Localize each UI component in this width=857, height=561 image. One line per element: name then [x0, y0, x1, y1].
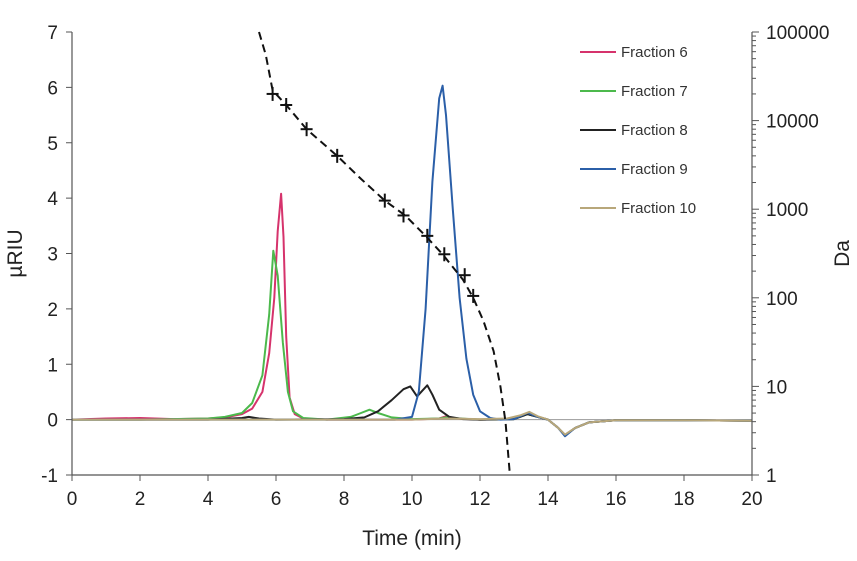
- legend-label: Fraction 9: [621, 161, 688, 178]
- legend-item-5: Fraction 10: [580, 200, 696, 217]
- x-tick-label: 12: [469, 489, 490, 510]
- axes: 0 2 4 6 8 10 12 14 16 18 20-1012345671101001000100…: [41, 23, 829, 510]
- y-tick-label: 6: [47, 78, 58, 99]
- y-tick-label: 0: [47, 411, 58, 432]
- y2-tick-label: 1000: [766, 200, 808, 221]
- calibration-marker: [438, 247, 451, 262]
- x-tick-label: 6: [271, 489, 282, 510]
- plot-area: [72, 31, 752, 476]
- calibration-marker: [467, 288, 480, 303]
- y-tick-label: 4: [47, 189, 58, 210]
- x-tick-label: 4: [203, 489, 214, 510]
- y2-tick-label: 10000: [766, 112, 819, 133]
- y-tick-label: 7: [47, 23, 58, 44]
- legend: Fraction 6 Fraction 7 Fraction 8 Fraction 9…: [580, 44, 696, 217]
- y-tick-label: 1: [47, 355, 58, 376]
- x-tick-label: 0: [67, 489, 78, 510]
- x-axis-label: Time (min): [362, 527, 462, 550]
- calibration-marker: [421, 228, 434, 243]
- series-line-1: [72, 192, 752, 437]
- calibration-curve: [258, 31, 511, 476]
- y-axis-label: µRIU: [4, 229, 27, 277]
- calibration-marker: [458, 268, 471, 283]
- calibration-marker: [397, 208, 410, 223]
- x-tick-label: 20: [741, 489, 762, 510]
- y2-tick-label: 10: [766, 377, 787, 398]
- calibration-marker: [331, 148, 344, 163]
- legend-label: Fraction 6: [621, 44, 688, 61]
- legend-item-4: Fraction 9: [580, 161, 688, 178]
- calibration-marker: [280, 97, 293, 112]
- y-tick-label: 5: [47, 134, 58, 155]
- x-tick-label: 10: [401, 489, 422, 510]
- y2-tick-label: 100000: [766, 23, 829, 44]
- calibration-marker: [378, 193, 391, 208]
- y-tick-label: 3: [47, 245, 58, 266]
- legend-item-1: Fraction 6: [580, 44, 688, 61]
- calibration-marker: [300, 122, 313, 137]
- series-line-3: [72, 384, 752, 437]
- legend-item-2: Fraction 7: [580, 83, 688, 100]
- series-line-5: [72, 410, 752, 436]
- x-tick-label: 18: [673, 489, 694, 510]
- legend-label: Fraction 10: [621, 200, 696, 217]
- calibration-marker: [266, 86, 279, 101]
- x-tick-label: 16: [605, 489, 626, 510]
- x-tick-label: 2: [135, 489, 146, 510]
- y-tick-label: 2: [47, 300, 58, 321]
- x-tick-label: 14: [537, 489, 559, 510]
- y2-axis-label: Da: [831, 240, 854, 267]
- legend-item-3: Fraction 8: [580, 122, 688, 139]
- y-tick-label: -1: [41, 466, 58, 487]
- legend-label: Fraction 8: [621, 122, 688, 139]
- x-tick-label: 8: [339, 489, 350, 510]
- legend-label: Fraction 7: [621, 83, 688, 100]
- y2-tick-label: 1: [766, 466, 777, 487]
- y2-tick-label: 100: [766, 289, 798, 310]
- series-line-2: [72, 249, 752, 437]
